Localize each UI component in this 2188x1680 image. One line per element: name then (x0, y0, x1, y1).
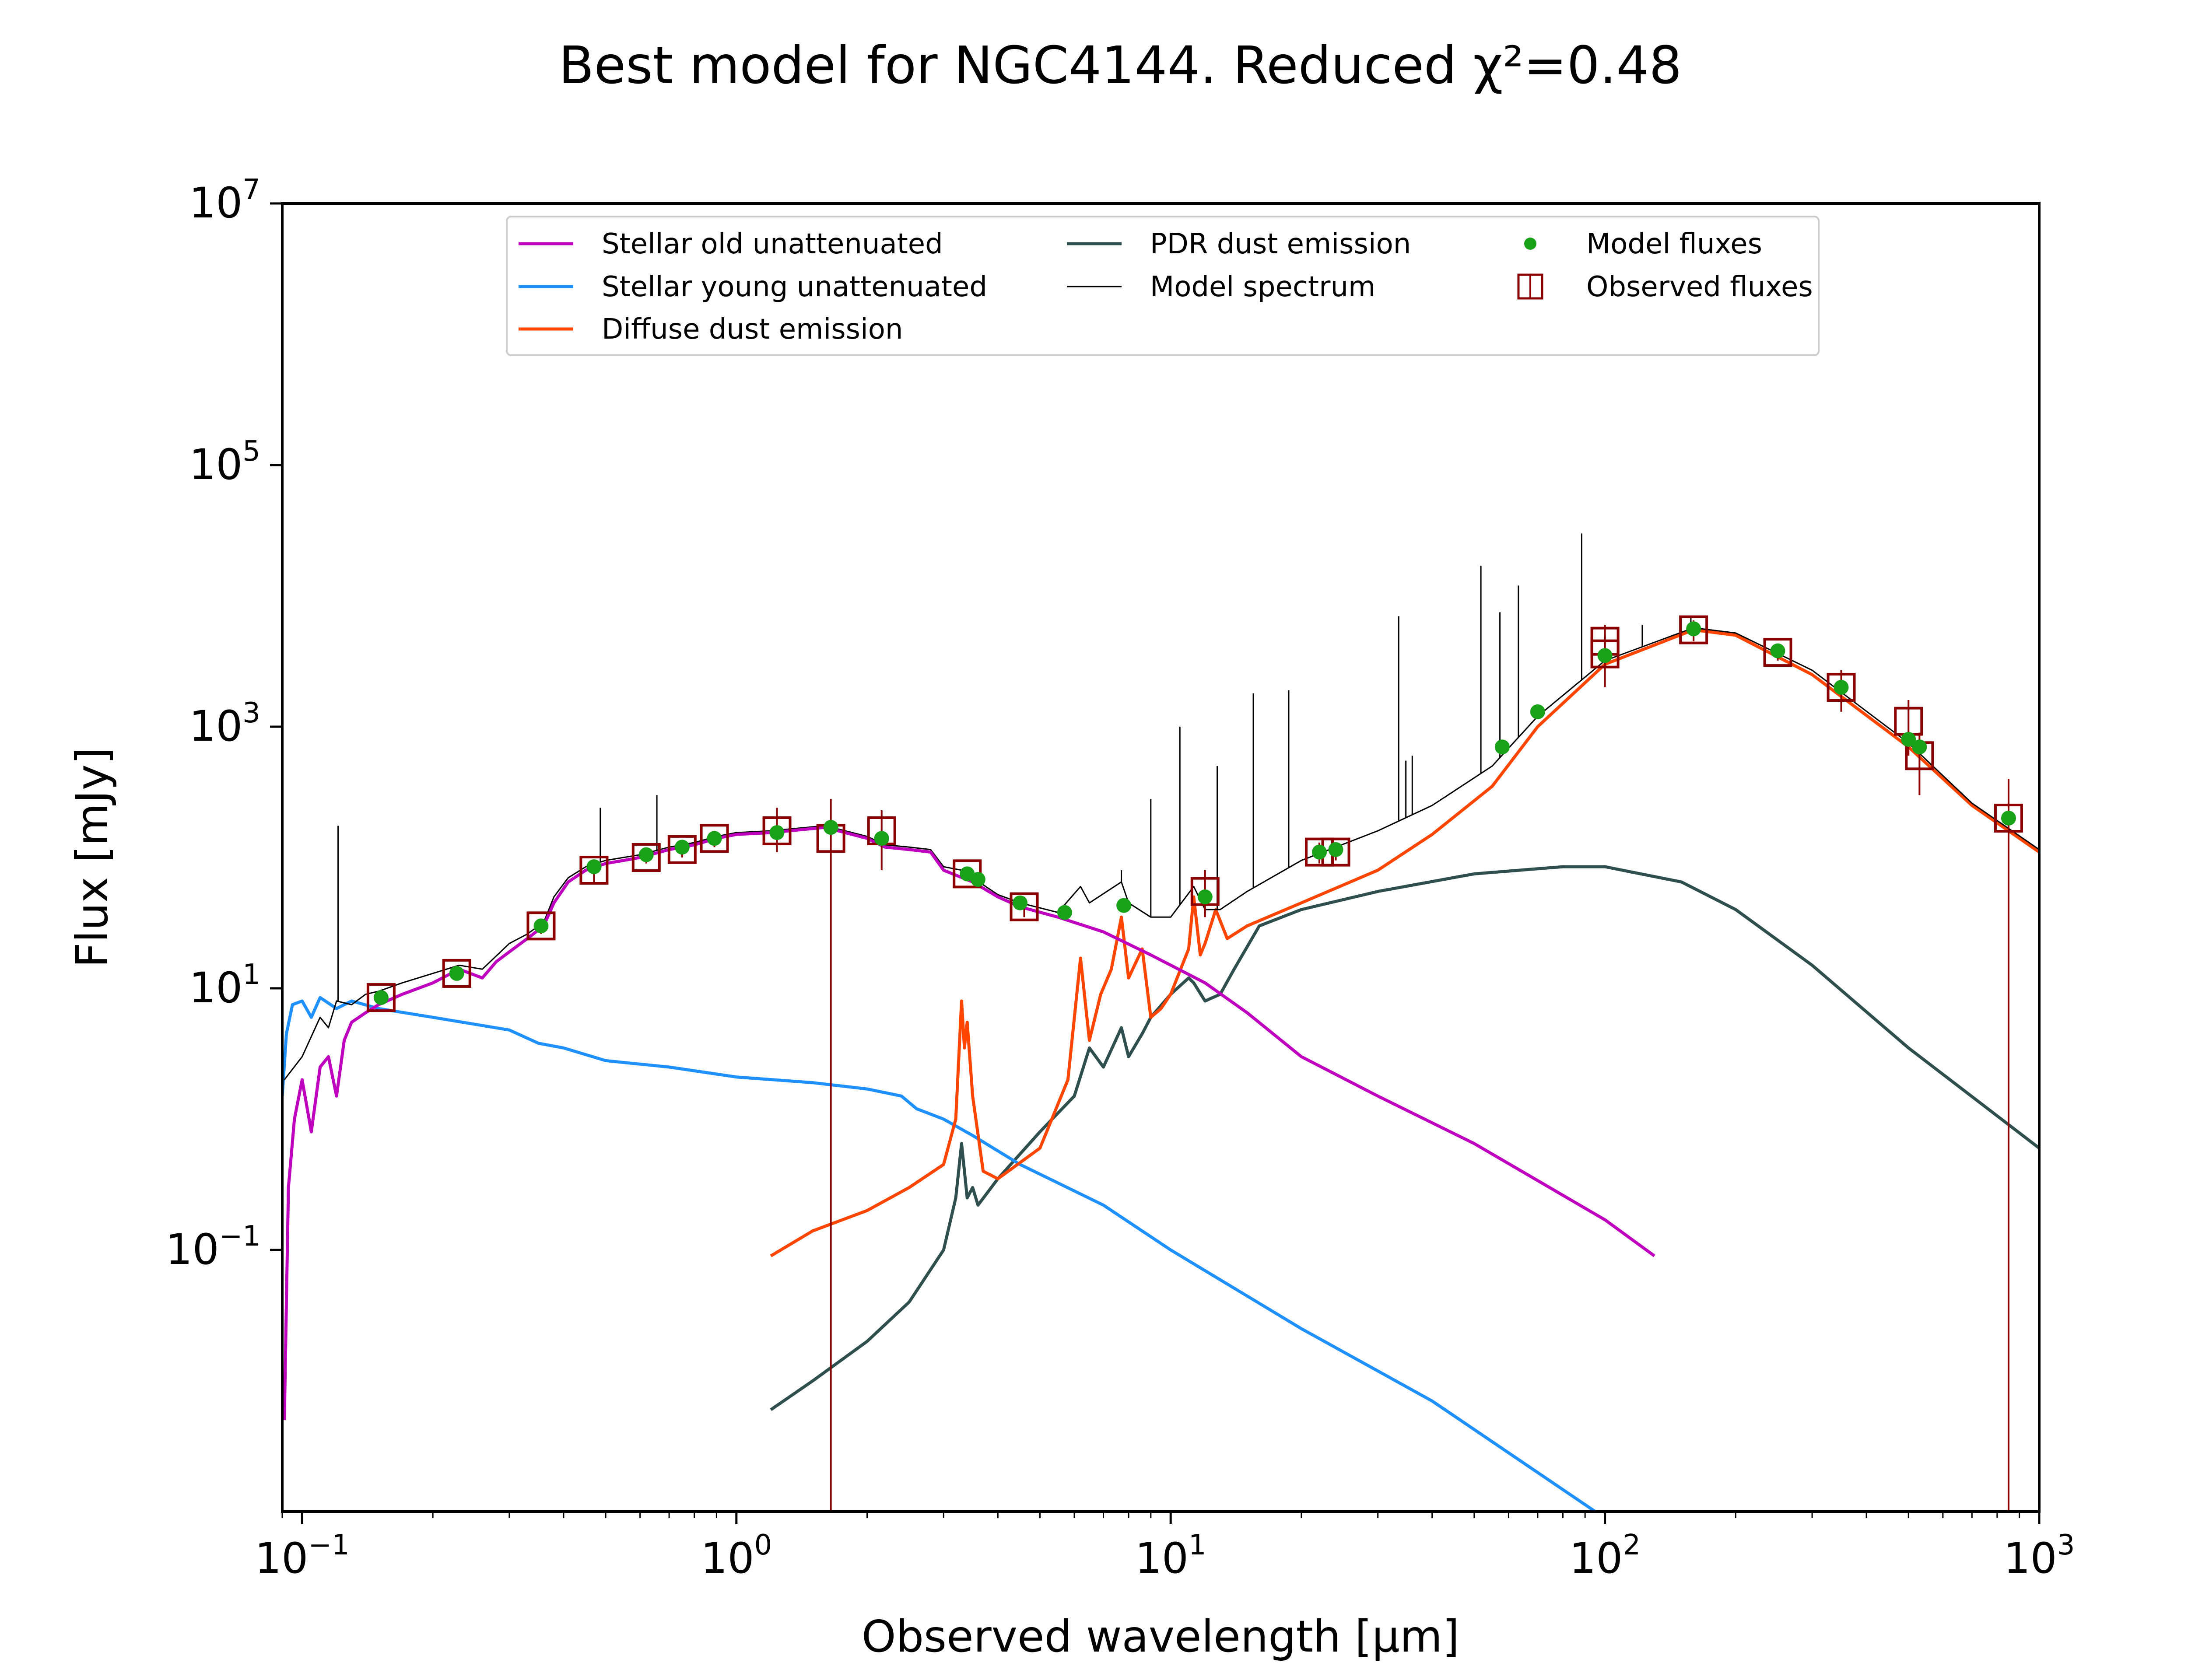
observed-flux-18 (1763, 638, 1792, 667)
model-flux-24 (1901, 732, 1916, 747)
observed-flux-4 (631, 843, 661, 872)
series-layer (282, 533, 2039, 1512)
y-tick-label-0: 10−1 (166, 1220, 261, 1274)
y-tick-label-2: 103 (189, 697, 260, 751)
legend-entry-pdr-dust-emission-label: PDR dust emission (1150, 228, 1411, 260)
observed-flux-7 (762, 816, 792, 845)
legend-entry-stellar-young-unattenuated-label: Stellar young unattenuated (602, 271, 987, 303)
observed-flux-0 (366, 983, 396, 1012)
ticks-layer: 10−1 100 101 102 103 10−1 101 103 105 107 (166, 174, 2075, 1583)
series-stellar-young-unattenuated (282, 996, 1596, 1512)
observed-flux-11 (1010, 892, 1039, 921)
legend-entry-model-fluxes-swatch (1524, 238, 1536, 250)
series-diffuse-dust-emission (770, 628, 2039, 1257)
model-flux-14 (1116, 898, 1132, 913)
x-tick-label-1: 100 (701, 1529, 772, 1583)
x-tick-label-0: 10−1 (255, 1529, 350, 1583)
observed-flux-17 (1679, 615, 1708, 644)
model-flux-2 (533, 918, 549, 934)
model-flux-12 (1013, 895, 1028, 910)
series-model-spectrum (284, 627, 2039, 1080)
model-flux-4 (638, 847, 654, 862)
observed-flux-12 (1190, 877, 1220, 906)
model-flux-7 (769, 825, 785, 840)
model-flux-20 (1597, 648, 1613, 663)
plot-area (282, 203, 2039, 1512)
model-flux-5 (674, 840, 690, 855)
observed-flux-6 (700, 824, 729, 853)
x-tick-label-4: 103 (2004, 1529, 2075, 1583)
legend-entry-model-spectrum-label: Model spectrum (1150, 271, 1375, 303)
y-tick-label-1: 101 (189, 959, 260, 1012)
observed-flux-22 (1994, 803, 2023, 833)
model-flux-13 (1057, 905, 1072, 920)
model-flux-21 (1686, 621, 1701, 637)
x-tick-label-2: 101 (1135, 1529, 1206, 1583)
model-flux-16 (1312, 844, 1327, 860)
legend-entry-stellar-old-unattenuated-label: Stellar old unattenuated (602, 228, 943, 260)
model-flux-19 (1530, 704, 1545, 719)
legend-entry-observed-fluxes-label: Observed fluxes (1586, 271, 1813, 303)
observed-flux-1 (442, 959, 471, 988)
model-flux-11 (970, 872, 985, 887)
x-axis-label: Observed wavelength [μm] (862, 1611, 1459, 1662)
chart-title: Best model for NGC4144. Reduced χ²=0.48 (559, 35, 1682, 95)
model-flux-1 (449, 966, 464, 981)
model-flux-3 (586, 859, 602, 875)
legend-entry-diffuse-dust-emission-label: Diffuse dust emission (602, 313, 903, 346)
series-pdr-dust-emission (770, 865, 2039, 1411)
model-flux-15 (1197, 889, 1213, 905)
model-flux-26 (2001, 810, 2016, 826)
plot-frame (281, 202, 2041, 1513)
points-layer (366, 615, 2023, 1512)
model-flux-22 (1770, 643, 1785, 658)
legend-box (506, 216, 1820, 356)
model-flux-25 (1912, 739, 1927, 755)
model-flux-0 (373, 990, 389, 1005)
observed-flux-3 (579, 855, 609, 885)
model-flux-9 (874, 831, 889, 846)
observed-flux-19 (1827, 672, 1856, 702)
y-tick-label-3: 105 (189, 435, 260, 489)
model-flux-17 (1328, 842, 1343, 857)
y-tick-label-4: 107 (189, 174, 260, 228)
model-flux-23 (1834, 679, 1849, 695)
observed-flux-2 (526, 911, 556, 941)
model-flux-8 (823, 820, 838, 835)
y-axis-label: Flux [mJy] (67, 747, 118, 968)
model-flux-6 (707, 831, 722, 846)
x-tick-label-3: 102 (1569, 1529, 1641, 1583)
model-flux-18 (1494, 739, 1510, 755)
legend: Stellar old unattenuated Stellar young un… (506, 216, 1820, 356)
legend-entry-model-fluxes-label: Model fluxes (1586, 228, 1762, 260)
observed-flux-5 (667, 835, 697, 864)
